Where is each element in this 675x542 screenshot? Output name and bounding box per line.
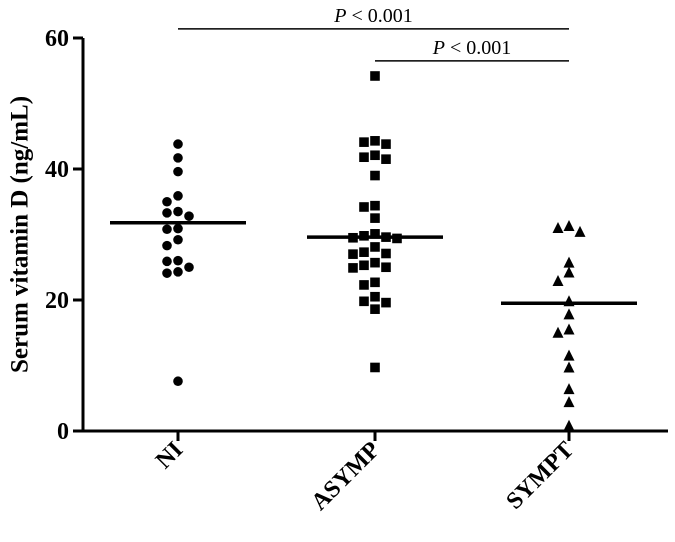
data-point bbox=[370, 229, 380, 239]
y-ticks: 0 20 40 60 bbox=[45, 26, 83, 445]
data-point bbox=[173, 206, 183, 217]
data-point bbox=[381, 154, 391, 164]
data-point bbox=[370, 213, 380, 223]
data-point bbox=[381, 262, 391, 273]
data-point bbox=[359, 247, 369, 257]
data-point bbox=[563, 419, 575, 431]
data-point bbox=[563, 323, 575, 335]
data-point bbox=[381, 232, 391, 242]
data-point bbox=[563, 308, 575, 320]
data-point bbox=[552, 275, 564, 287]
data-point bbox=[173, 153, 183, 163]
data-point bbox=[563, 396, 575, 408]
series-ni bbox=[162, 139, 194, 387]
p-value-label: P < 0.001 bbox=[432, 37, 512, 59]
y-tick-label: 0 bbox=[57, 419, 69, 445]
data-point bbox=[563, 383, 575, 395]
data-point bbox=[370, 150, 380, 161]
data-point bbox=[552, 221, 564, 233]
data-point bbox=[563, 295, 575, 307]
y-axis-label: Serum vitamin D (ng/mL) bbox=[7, 96, 34, 373]
data-point bbox=[370, 362, 380, 373]
data-point bbox=[184, 211, 194, 221]
y-tick-label: 60 bbox=[45, 26, 69, 52]
data-point bbox=[370, 71, 380, 81]
data-point bbox=[162, 224, 172, 235]
y-tick-label: 20 bbox=[45, 288, 69, 314]
data-point bbox=[173, 267, 183, 277]
data-point bbox=[563, 361, 575, 373]
data-point bbox=[173, 139, 183, 149]
x-tick-label-sympt: SYMPT bbox=[501, 437, 579, 515]
data-point bbox=[370, 200, 380, 211]
data-point bbox=[162, 196, 172, 207]
data-point bbox=[359, 231, 369, 241]
data-point bbox=[563, 256, 575, 268]
data-point bbox=[381, 139, 391, 149]
data-point bbox=[173, 255, 183, 266]
data-point bbox=[563, 266, 575, 278]
data-point bbox=[370, 304, 380, 314]
data-point bbox=[563, 349, 575, 361]
data-point bbox=[173, 191, 183, 201]
comparison-1: P < 0.001 bbox=[375, 37, 569, 62]
data-point bbox=[359, 152, 369, 163]
data-point bbox=[173, 223, 183, 234]
data-point bbox=[173, 376, 183, 387]
data-point bbox=[173, 166, 183, 177]
data-point bbox=[348, 249, 358, 259]
data-point bbox=[162, 268, 172, 278]
data-point bbox=[162, 256, 172, 267]
series-asymp bbox=[348, 71, 402, 373]
data-point bbox=[359, 280, 369, 290]
data-point bbox=[348, 263, 358, 273]
data-point bbox=[370, 257, 380, 268]
data-point bbox=[392, 233, 402, 244]
data-point bbox=[173, 234, 183, 245]
data-point bbox=[370, 277, 380, 288]
data-point bbox=[359, 202, 369, 212]
series-sympt bbox=[552, 219, 586, 431]
data-points bbox=[162, 71, 586, 431]
data-point bbox=[359, 296, 369, 307]
x-ticks: NI ASYMP SYMPT bbox=[151, 431, 579, 516]
data-point bbox=[370, 170, 380, 181]
p-value-label: P < 0.001 bbox=[333, 5, 413, 27]
x-tick-label-ni: NI bbox=[151, 437, 188, 474]
comparison-0: P < 0.001 bbox=[178, 5, 569, 30]
data-point bbox=[359, 137, 369, 147]
data-point bbox=[574, 225, 586, 237]
x-tick-label-asymp: ASYMP bbox=[307, 437, 386, 516]
data-point bbox=[381, 297, 391, 308]
data-point bbox=[563, 219, 575, 231]
y-tick-label: 40 bbox=[45, 157, 69, 183]
data-point bbox=[370, 291, 380, 302]
data-point bbox=[348, 232, 358, 243]
data-point bbox=[162, 240, 172, 251]
data-point bbox=[381, 248, 391, 259]
data-point bbox=[359, 260, 369, 271]
data-point bbox=[370, 136, 380, 146]
data-point bbox=[184, 262, 194, 273]
significance-brackets: P < 0.001 P < 0.001 bbox=[178, 5, 569, 62]
data-point bbox=[552, 326, 564, 338]
data-point bbox=[162, 208, 172, 218]
data-point bbox=[370, 242, 380, 252]
